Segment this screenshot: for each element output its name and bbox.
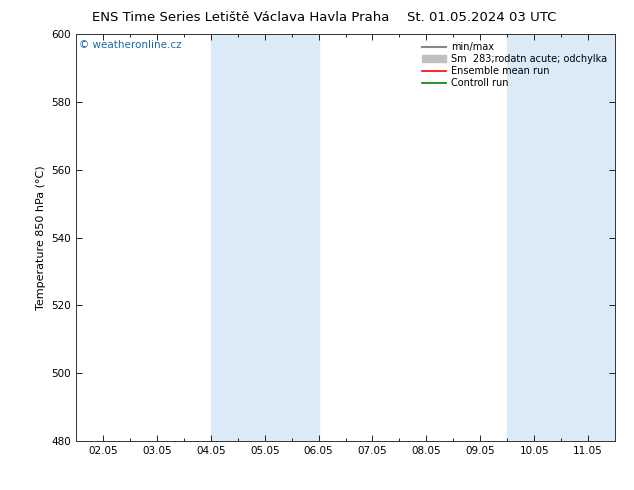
Text: St. 01.05.2024 03 UTC: St. 01.05.2024 03 UTC	[407, 11, 557, 24]
Bar	[210, 34, 319, 441]
Text: © weatheronline.cz: © weatheronline.cz	[79, 40, 181, 50]
Bar	[507, 34, 615, 441]
Y-axis label: Temperature 850 hPa (°C): Temperature 850 hPa (°C)	[36, 165, 46, 310]
Text: ENS Time Series Letiště Václava Havla Praha: ENS Time Series Letiště Václava Havla Pr…	[92, 11, 390, 24]
Legend: min/max, Sm  283;rodatn acute; odchylka, Ensemble mean run, Controll run: min/max, Sm 283;rodatn acute; odchylka, …	[419, 39, 610, 91]
